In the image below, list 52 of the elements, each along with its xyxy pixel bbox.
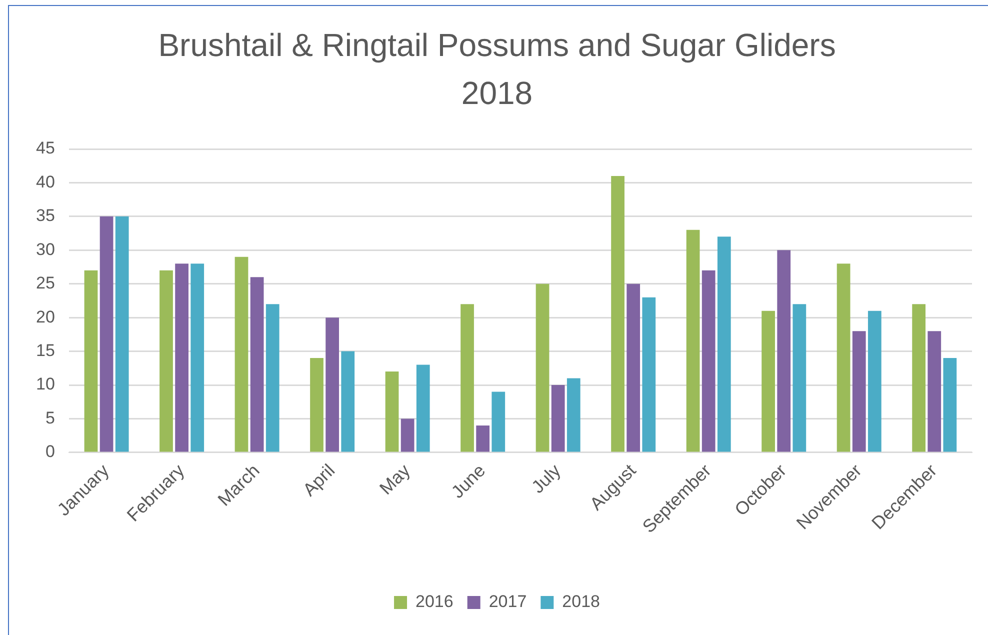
bar bbox=[536, 284, 550, 452]
bar bbox=[310, 358, 324, 452]
bar bbox=[175, 264, 188, 452]
bar bbox=[868, 310, 882, 452]
y-tick-label: 5 bbox=[45, 408, 55, 428]
bar bbox=[385, 372, 399, 452]
chart-title: Brushtail & Ringtail Possums and Sugar Gliders 2018 bbox=[158, 26, 836, 111]
bar bbox=[492, 392, 506, 452]
bar bbox=[928, 331, 942, 452]
bar bbox=[160, 270, 173, 452]
bar bbox=[476, 425, 490, 452]
bar bbox=[100, 216, 114, 452]
bar bbox=[190, 264, 204, 452]
y-tick-label: 0 bbox=[45, 442, 55, 462]
bar bbox=[115, 216, 129, 452]
bar bbox=[702, 270, 716, 452]
bar bbox=[611, 176, 624, 452]
bar bbox=[234, 256, 248, 452]
bar bbox=[250, 277, 264, 452]
y-tick-label: 10 bbox=[36, 374, 55, 394]
bar bbox=[642, 297, 656, 452]
bar bbox=[626, 284, 640, 452]
bar bbox=[686, 230, 700, 452]
bar bbox=[762, 310, 775, 452]
bar bbox=[777, 250, 791, 452]
legend-label: 2018 bbox=[562, 592, 600, 612]
x-tick-label: July bbox=[528, 460, 564, 498]
x-tick-label: May bbox=[376, 460, 414, 498]
bar bbox=[400, 418, 414, 452]
y-tick-label: 40 bbox=[36, 172, 55, 192]
bar bbox=[551, 385, 565, 452]
bar bbox=[943, 358, 957, 452]
bar bbox=[792, 304, 806, 452]
bar bbox=[326, 318, 339, 452]
y-tick-label: 15 bbox=[36, 341, 55, 360]
bar bbox=[717, 236, 731, 452]
y-tick-label: 20 bbox=[36, 307, 55, 326]
bar bbox=[566, 378, 580, 452]
bar bbox=[836, 264, 850, 452]
bar bbox=[460, 304, 474, 452]
bar bbox=[416, 364, 430, 452]
bar bbox=[852, 331, 866, 452]
y-tick-label: 25 bbox=[36, 274, 55, 293]
legend-label: 2017 bbox=[488, 592, 527, 612]
y-tick-label: 30 bbox=[36, 240, 55, 259]
y-tick-label: 35 bbox=[36, 206, 55, 226]
bar bbox=[266, 304, 280, 452]
legend-label: 2016 bbox=[416, 592, 454, 612]
bar bbox=[84, 270, 98, 452]
bar bbox=[912, 304, 926, 452]
y-tick-label: 45 bbox=[36, 138, 55, 158]
bar bbox=[341, 351, 355, 452]
